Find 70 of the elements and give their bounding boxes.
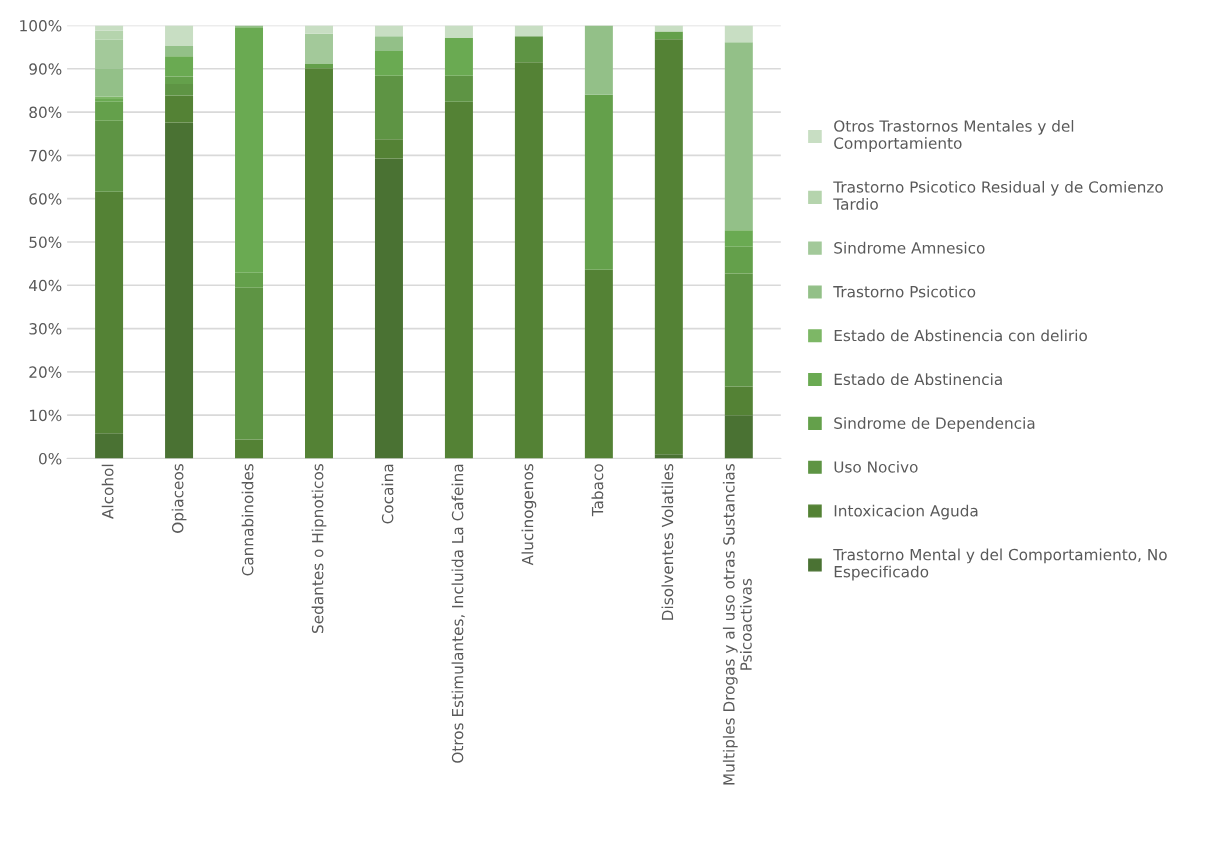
bar <box>444 75 473 102</box>
legend-label: Sindrome de Dependencia <box>834 417 1035 432</box>
bar <box>724 415 753 459</box>
legend-label: Estado de Abstinencia <box>834 373 1002 386</box>
bar <box>584 94 613 270</box>
bar <box>165 122 194 459</box>
bar <box>165 25 194 46</box>
bar <box>95 25 124 31</box>
bar <box>165 95 194 123</box>
x-tick-label: Sedantes o Hipnoticos <box>311 464 327 633</box>
bar <box>305 68 333 459</box>
bar <box>724 386 753 416</box>
bar <box>374 158 403 459</box>
bar <box>95 191 124 434</box>
legend-label: Uso Nocivo <box>834 460 918 473</box>
bar <box>235 439 264 459</box>
x-tick-label: Multiples Drogas y al uso otras Sustancias Psicoactivas <box>722 464 752 785</box>
y-tick-label: 70% <box>29 149 62 162</box>
bar <box>305 25 333 34</box>
legend-label: Trastorno Psicotico Residual y de Comienzo Tardio <box>833 180 1163 210</box>
bar <box>514 62 543 459</box>
bar <box>95 30 124 40</box>
x-tick-label: Tabaco <box>591 464 604 517</box>
legend-label: Intoxicacion Aguda <box>834 504 978 520</box>
y-tick-label: 100% <box>20 19 62 32</box>
bar <box>654 25 683 32</box>
bar <box>305 64 333 69</box>
legend-label: Sindrome Amnesico <box>834 241 985 254</box>
bar <box>165 45 194 57</box>
bar <box>584 25 613 95</box>
bar <box>654 31 683 40</box>
bar <box>724 42 753 231</box>
bar <box>95 433 124 459</box>
x-tick-label: Alcohol <box>101 464 114 519</box>
bar <box>654 39 683 455</box>
y-tick-label: 40% <box>29 279 62 292</box>
y-tick-label: 10% <box>29 409 62 422</box>
y-tick-label: 20% <box>29 366 62 378</box>
x-tick-label: Opiaceos <box>171 464 187 533</box>
bar <box>444 25 473 39</box>
bar <box>654 454 683 459</box>
legend-label: Estado de Abstinencia con delirio <box>834 329 1087 342</box>
bar <box>514 36 543 63</box>
x-tick-label: Disolventes Volatiles <box>661 464 674 620</box>
y-tick-label: 50% <box>29 236 62 248</box>
bar <box>444 101 473 459</box>
x-tick-label: Cocaina <box>381 464 394 524</box>
bar <box>724 25 753 43</box>
y-tick-label: 90% <box>29 63 62 75</box>
bar <box>374 25 403 37</box>
bar <box>374 139 403 159</box>
bar <box>374 36 403 52</box>
bar <box>305 33 333 65</box>
x-tick-label: Alucinogenos <box>521 464 537 566</box>
bar <box>374 51 403 76</box>
bar <box>95 68 124 97</box>
bar <box>444 38 473 76</box>
bar <box>514 25 543 37</box>
y-tick-label: 0% <box>39 452 62 465</box>
bar <box>584 269 613 459</box>
y-tick-label: 30% <box>29 323 62 335</box>
legend-label: Trastorno Psicotico <box>833 285 976 298</box>
legend-label: Trastorno Mental y del Comportamiento, No Especificado <box>833 548 1167 581</box>
x-tick-label: Cannabinoides <box>241 464 254 576</box>
bar <box>95 39 124 69</box>
y-tick-label: 80% <box>29 106 62 119</box>
y-tick-label: 60% <box>29 193 62 205</box>
x-tick-label: Otros Estimulantes, Incluida La Cafeina <box>451 464 465 763</box>
bar <box>374 75 403 140</box>
legend-label: Otros Trastornos Mentales y del Comportamiento <box>834 120 1074 152</box>
